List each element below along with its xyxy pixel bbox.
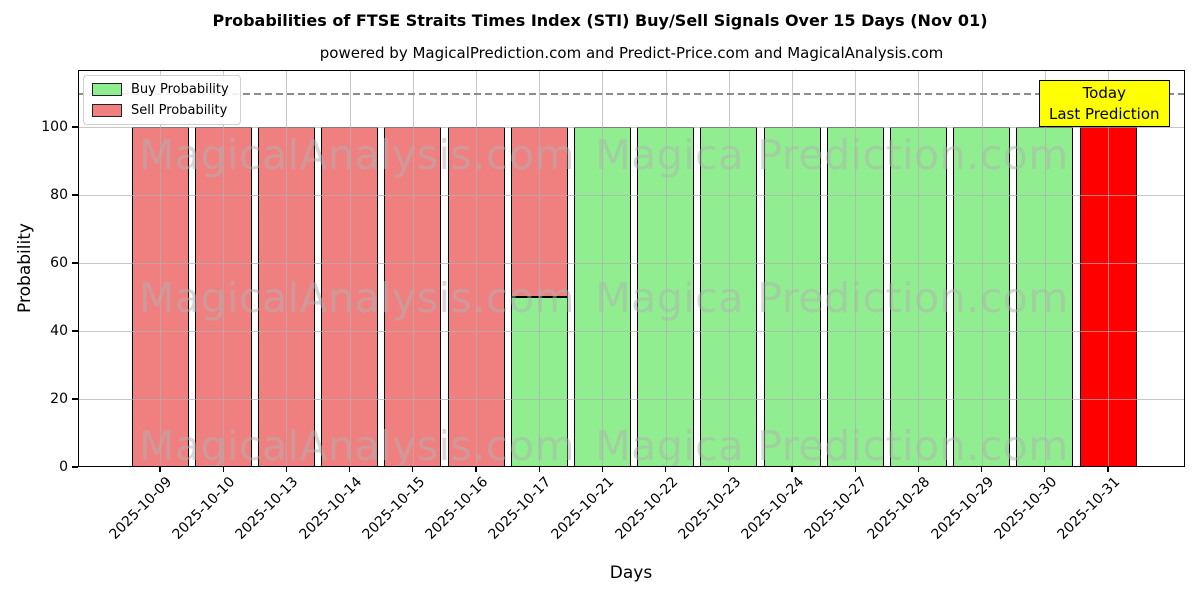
y-tick-label: 20 (50, 391, 68, 407)
x-axis-label: Days (609, 563, 653, 583)
x-tick-mark (1107, 467, 1109, 472)
y-tick-mark (72, 330, 78, 332)
v-gridline (349, 70, 351, 467)
legend: Buy Probability Sell Probability (83, 75, 241, 125)
v-gridline (981, 70, 983, 467)
v-gridline (728, 70, 730, 467)
v-gridline (918, 70, 920, 467)
y-tick-mark (72, 126, 78, 128)
legend-item-sell: Sell Probability (92, 103, 229, 118)
v-gridline (476, 70, 477, 467)
x-tick-label: 2025-10-28 (864, 474, 934, 543)
legend-item-buy: Buy Probability (92, 82, 229, 97)
chart-title: Probabilities of FTSE Straits Times Inde… (212, 11, 988, 30)
threshold-dashed-line (78, 93, 1185, 95)
chart-subtitle: powered by MagicalPrediction.com and Pre… (319, 44, 944, 62)
v-gridline (223, 70, 225, 467)
x-tick-mark (222, 467, 224, 472)
v-gridline (792, 70, 793, 467)
v-gridline (1108, 70, 1109, 467)
v-gridline (412, 70, 414, 467)
x-tick-mark (791, 467, 793, 472)
h-gridline (78, 127, 1185, 128)
x-tick-label: 2025-10-15 (359, 474, 429, 543)
h-gridline (78, 331, 1185, 332)
x-tick-mark (412, 467, 414, 472)
h-gridline (78, 195, 1185, 196)
y-tick-mark (72, 466, 78, 468)
x-tick-mark (601, 467, 604, 472)
x-tick-label: 2025-10-13 (232, 474, 302, 543)
v-gridline (855, 70, 857, 467)
x-tick-mark (917, 467, 920, 472)
x-tick-label: 2025-10-14 (296, 474, 365, 543)
y-tick-label: 100 (41, 119, 68, 135)
y-tick-label: 60 (50, 255, 68, 271)
v-gridline (665, 70, 667, 467)
x-tick-label: 2025-10-09 (106, 474, 176, 543)
v-gridline (286, 70, 288, 467)
x-tick-mark (475, 467, 477, 472)
y-tick-label: 40 (50, 323, 68, 339)
x-tick-label: 2025-10-21 (548, 474, 618, 543)
legend-label-sell: Sell Probability (131, 103, 228, 118)
x-tick-mark (665, 467, 667, 472)
x-tick-mark (1044, 467, 1046, 472)
x-tick-mark (981, 467, 983, 472)
x-tick-label: 2025-10-27 (801, 474, 871, 543)
x-tick-label: 2025-10-30 (991, 474, 1061, 543)
watermark-text: Magica Prediction.com (595, 131, 1069, 179)
x-tick-mark (159, 467, 161, 472)
x-tick-label: 2025-10-10 (169, 474, 239, 543)
v-gridline (602, 70, 604, 467)
watermark-text: MagicalAnalysis.com (139, 422, 575, 467)
x-tick-label: 2025-10-29 (928, 474, 997, 543)
annotation-line-2: Last Prediction (1049, 104, 1160, 123)
x-tick-label: 2025-10-24 (738, 474, 808, 543)
y-tick-label: 0 (59, 459, 68, 475)
legend-label-buy: Buy Probability (131, 82, 229, 97)
sell-swatch-icon (92, 104, 122, 117)
v-gridline (539, 70, 541, 467)
x-tick-mark (349, 467, 351, 472)
watermark-text: Magica Prediction.com (595, 422, 1069, 467)
h-gridline (78, 263, 1185, 264)
x-tick-mark (854, 467, 856, 472)
h-gridline (78, 399, 1185, 400)
buy-swatch-icon (92, 83, 122, 96)
y-tick-mark (72, 262, 78, 264)
x-tick-label: 2025-10-31 (1054, 474, 1124, 543)
y-tick-mark (72, 194, 78, 196)
v-gridline (160, 70, 161, 467)
x-tick-mark (285, 467, 288, 472)
watermark-text: MagicalAnalysis.com (139, 274, 575, 322)
x-tick-mark (538, 467, 540, 472)
y-axis-label: Probability (15, 223, 35, 313)
y-tick-mark (72, 398, 78, 400)
v-gridline (1044, 70, 1046, 467)
x-tick-label: 2025-10-22 (612, 474, 681, 543)
today-annotation: Today Last Prediction (1039, 80, 1170, 128)
x-tick-label: 2025-10-17 (485, 474, 555, 543)
watermark-text: Magica Prediction.com (595, 274, 1069, 322)
watermark-text: MagicalAnalysis.com (139, 131, 575, 179)
x-tick-label: 2025-10-23 (675, 474, 745, 543)
annotation-line-1: Today (1082, 84, 1126, 102)
y-tick-label: 80 (50, 187, 68, 203)
x-tick-mark (728, 467, 730, 472)
plot-area: MagicalAnalysis.com MagicalAnalysis.com Ma… (78, 70, 1185, 467)
x-tick-label: 2025-10-16 (422, 474, 492, 543)
